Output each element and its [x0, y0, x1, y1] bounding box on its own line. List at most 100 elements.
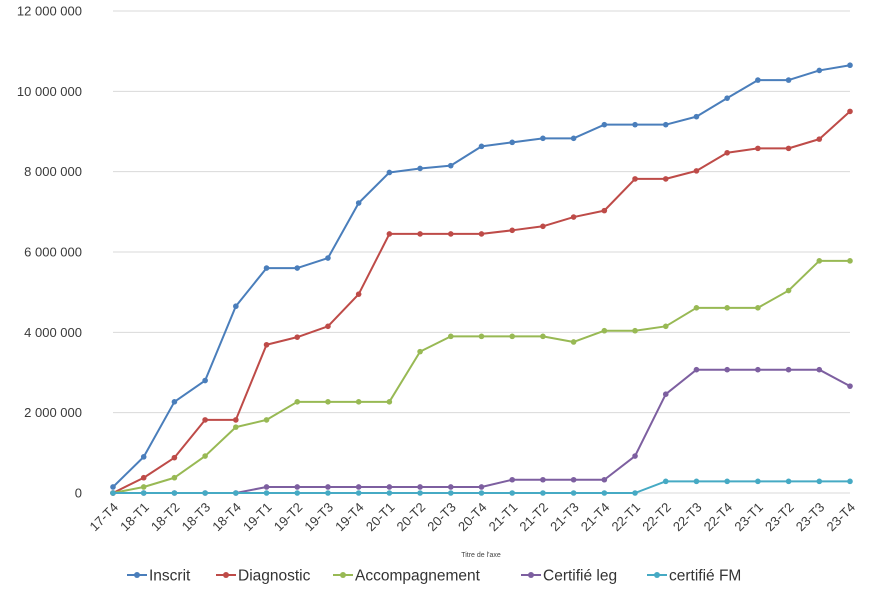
- data-point: [447, 484, 454, 490]
- x-tick-label: 21-T4: [578, 500, 613, 535]
- x-tick-label: 20-T2: [394, 500, 429, 535]
- data-point: [693, 366, 700, 373]
- gridlines: [113, 10, 850, 494]
- y-tick-label: 6 000 000: [24, 245, 82, 260]
- data-point: [386, 169, 393, 176]
- data-point: [632, 327, 638, 334]
- data-point: [693, 305, 700, 311]
- data-point: [233, 490, 239, 496]
- data-point: [724, 366, 730, 373]
- data-point: [202, 490, 208, 496]
- data-point: [478, 484, 485, 490]
- x-tick-label: 20-T1: [363, 500, 398, 535]
- legend-label: Certifié leg: [543, 568, 617, 585]
- x-tick-label: 20-T4: [455, 500, 490, 535]
- data-point: [171, 454, 178, 461]
- data-point: [816, 136, 823, 142]
- data-point: [632, 121, 638, 128]
- data-point: [601, 476, 608, 483]
- legend-item: Certifié leg: [521, 568, 617, 585]
- data-point: [632, 453, 638, 459]
- y-tick-label: 2 000 000: [24, 405, 82, 420]
- data-point: [570, 339, 577, 345]
- x-tick-label: 18-T2: [148, 500, 183, 535]
- data-point: [509, 333, 516, 340]
- data-point: [540, 135, 546, 142]
- data-point: [355, 291, 362, 297]
- x-tick-label: 20-T3: [424, 500, 459, 535]
- data-point: [355, 484, 362, 490]
- data-point: [662, 391, 669, 397]
- data-point: [847, 62, 853, 69]
- data-point: [755, 145, 761, 152]
- legend: Inscrit Diagnostic Accompagnement Certifié …: [127, 568, 741, 585]
- data-point: [509, 490, 516, 496]
- series-line: [112, 259, 850, 494]
- data-point: [785, 145, 792, 152]
- data-point: [724, 149, 730, 156]
- data-point: [847, 258, 853, 264]
- legend-item: Inscrit: [127, 568, 191, 585]
- data-point: [693, 113, 700, 120]
- series-4: [110, 366, 853, 496]
- series-3: [110, 258, 853, 496]
- x-tick-label: 21-T3: [547, 500, 582, 535]
- data-point: [785, 478, 792, 485]
- data-point: [570, 135, 577, 142]
- data-point: [233, 424, 239, 430]
- data-point: [755, 366, 761, 373]
- series-line: [112, 110, 851, 494]
- legend-marker: [654, 572, 660, 578]
- data-point: [294, 399, 301, 405]
- y-tick-label: 0: [75, 486, 82, 501]
- data-point: [202, 417, 208, 423]
- x-tick-label: 23-T1: [731, 500, 766, 535]
- data-point: [417, 165, 423, 172]
- data-point: [355, 490, 362, 496]
- data-point: [202, 377, 208, 384]
- data-point: [755, 478, 761, 485]
- series-2: [110, 108, 853, 496]
- data-point: [263, 484, 270, 490]
- data-point: [570, 476, 577, 483]
- data-point: [355, 200, 362, 206]
- x-tick-label: 21-T1: [486, 500, 521, 535]
- data-point: [263, 265, 270, 271]
- data-point: [816, 478, 823, 485]
- series-1: [110, 62, 853, 490]
- x-tick-label: 19-T2: [271, 500, 306, 535]
- data-point: [509, 227, 516, 234]
- data-point: [140, 474, 147, 481]
- data-point: [724, 305, 730, 311]
- legend-label: certifié FM: [669, 568, 741, 585]
- data-point: [478, 333, 485, 340]
- data-point: [355, 399, 362, 405]
- x-tick-label: 23-T4: [823, 500, 858, 535]
- data-point: [785, 77, 792, 83]
- legend-item: certifié FM: [647, 568, 741, 585]
- data-point: [847, 383, 853, 389]
- legend-marker: [528, 572, 534, 578]
- x-tick-label: 22-T3: [670, 500, 705, 535]
- data-point: [816, 67, 823, 74]
- legend-label: Accompagnement: [355, 568, 481, 585]
- y-tick-label: 12 000 000: [17, 4, 82, 19]
- data-point: [662, 323, 669, 330]
- data-point: [601, 121, 608, 128]
- x-tick-label: 22-T1: [609, 500, 644, 535]
- data-point: [386, 399, 393, 405]
- data-point: [755, 305, 761, 311]
- data-point: [785, 366, 792, 373]
- data-point: [263, 417, 270, 423]
- data-point: [509, 139, 516, 146]
- data-point: [233, 417, 239, 423]
- data-point: [816, 258, 823, 264]
- data-point: [140, 454, 147, 460]
- legend-marker: [134, 572, 140, 578]
- data-point: [386, 490, 393, 496]
- data-point: [632, 490, 638, 496]
- data-point: [417, 484, 423, 490]
- data-point: [140, 484, 147, 490]
